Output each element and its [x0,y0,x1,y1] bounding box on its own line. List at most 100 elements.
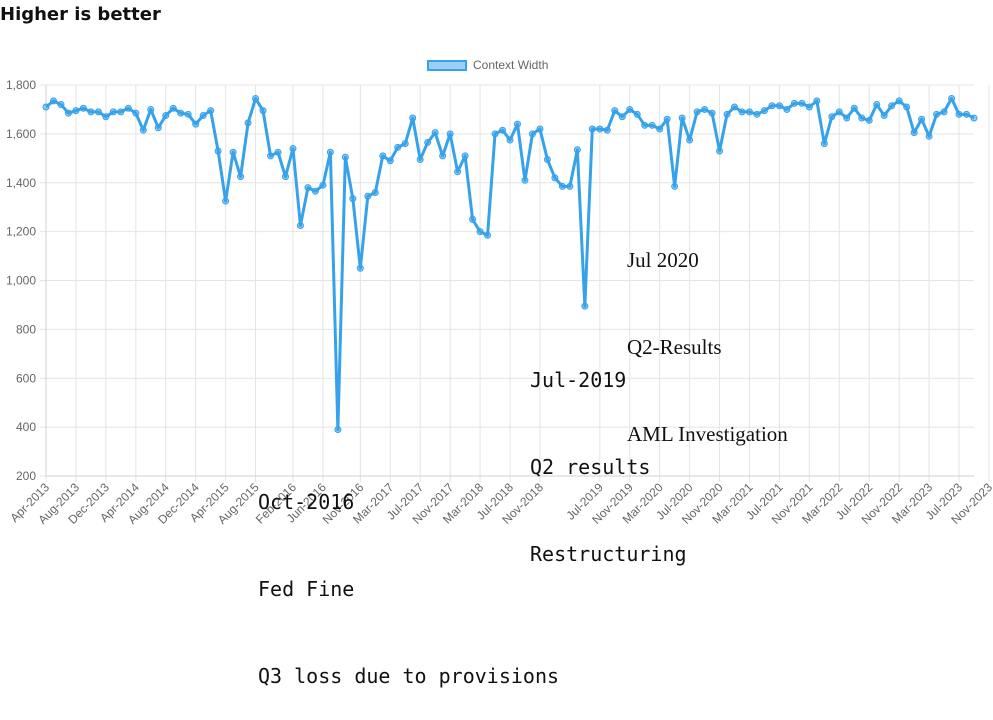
data-point [648,121,656,129]
data-point [843,114,851,122]
data-point [775,102,783,110]
chart-grid [40,84,990,482]
data-point [918,115,926,123]
data-point [948,94,956,102]
data-point [499,126,507,134]
data-point [57,101,65,109]
data-point [461,152,469,160]
page-title: Higher is better [0,4,161,25]
y-tick-label: 1,400 [6,176,36,190]
data-point [326,148,334,156]
data-point [880,112,888,120]
annotation-oct-2016-line-1: Oct-2016 [258,490,355,514]
data-point [416,156,424,164]
annotation-jul-2019-line-1: Jul-2019 [530,368,627,392]
data-point [536,125,544,133]
data-point [446,130,454,138]
data-point [469,215,477,223]
y-tick-label: 1,600 [6,127,36,141]
data-point [895,97,903,105]
data-point [177,109,185,117]
data-point [611,107,619,115]
data-point [117,108,125,116]
data-point [296,222,304,230]
data-point [790,99,798,107]
data-point [147,105,155,113]
data-point [349,195,357,203]
data-point [963,110,971,118]
annotation-oct-2016-line-3: Q3 loss due to provisions [258,664,560,688]
annotation-jul-2020: Jul 2020 Q2-Results AML Investigation [627,188,788,478]
data-point [798,99,806,107]
data-point [768,102,776,110]
data-point [940,108,948,116]
data-point [169,104,177,112]
data-point [64,109,72,117]
data-point [364,192,372,200]
annotation-jul-2019-line-3: Restructuring [530,542,687,566]
data-point [708,109,716,117]
data-point [199,112,207,120]
data-point [222,197,230,205]
data-point [596,125,604,133]
data-point [513,120,521,128]
data-point [431,129,439,137]
chart-legend[interactable]: Context Width [427,58,548,72]
data-point [558,182,566,190]
data-point [132,109,140,117]
data-point [311,187,319,195]
data-point [207,107,215,115]
data-point [371,189,379,197]
data-point [828,113,836,121]
data-point [603,126,611,134]
data-point [678,114,686,122]
data-point [334,426,342,434]
data-point [424,138,432,146]
data-point [476,228,484,236]
data-point [521,176,529,184]
data-point [760,107,768,115]
data-point [139,126,147,134]
y-tick-label: 1,800 [6,78,36,92]
data-point [686,136,694,144]
data-point [783,105,791,113]
data-point [573,146,581,154]
data-point [850,104,858,112]
data-point [409,114,417,122]
data-point [79,104,87,112]
data-point [858,114,866,122]
legend-swatch-context-width [427,59,467,71]
data-point [671,182,679,190]
data-point [888,102,896,110]
y-tick-label: 200 [16,469,36,483]
data-point [933,110,941,118]
data-point [87,108,95,116]
data-point [386,157,394,165]
data-point [753,110,761,118]
y-axis: 200 400 600 800 1,000 1,200 1,400 1,600 1,800 [6,78,36,483]
data-point [738,108,746,116]
data-point [319,181,327,189]
data-point [813,97,821,105]
data-point [304,184,312,192]
data-point [94,108,102,116]
data-point [49,97,57,105]
data-point [356,264,364,272]
legend-label-context-width: Context Width [473,58,549,72]
data-point [154,124,162,132]
data-point [439,152,447,160]
data-point [551,174,559,182]
data-point [618,113,626,121]
data-point [805,103,813,111]
data-point [244,119,252,127]
data-point [274,148,282,156]
series-context-width [42,94,978,434]
y-tick-label: 1,000 [6,274,36,288]
data-point [162,112,170,120]
data-point [641,121,649,129]
data-point [835,108,843,116]
data-point [528,130,536,138]
data-point [281,173,289,181]
data-point [484,231,492,239]
